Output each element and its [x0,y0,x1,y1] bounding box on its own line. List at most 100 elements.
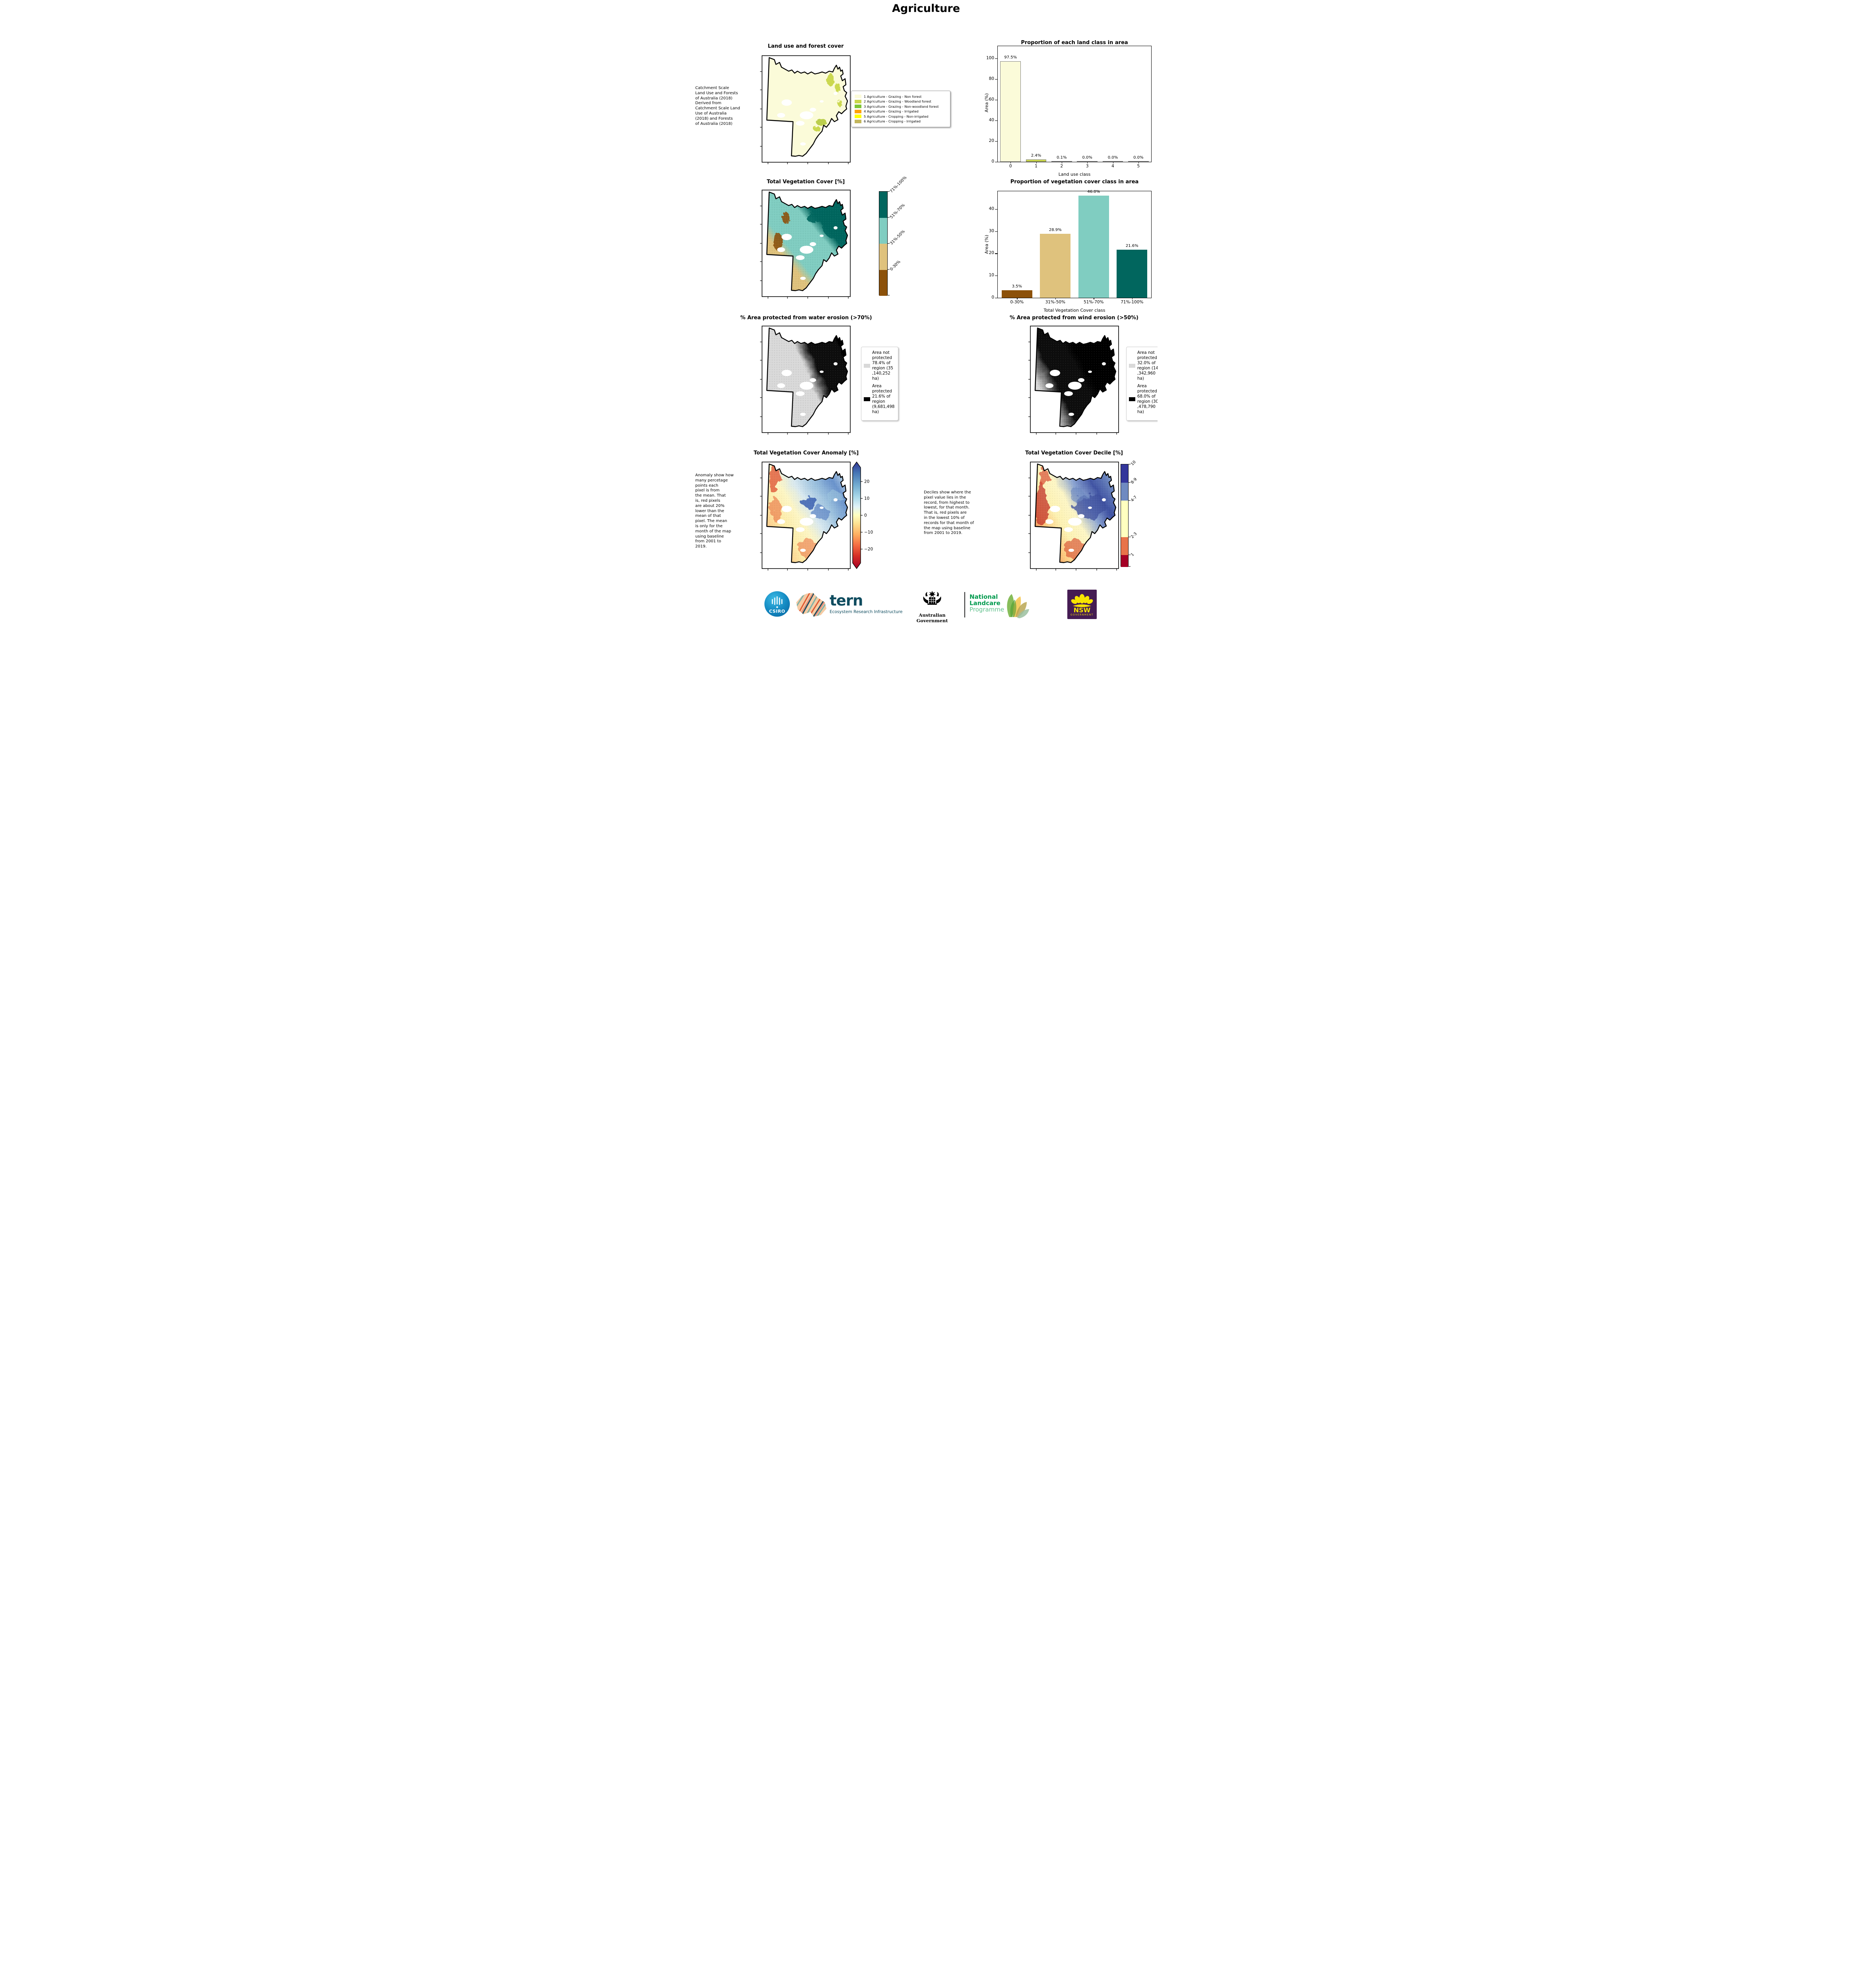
australian-government-crest-icon [923,591,941,605]
svg-text:−20: −20 [864,547,873,552]
vegcover-colorbar-seg [879,270,887,296]
bar [1000,61,1021,162]
bar-label: 21.6% [1125,244,1138,248]
wind-erosion-map [1028,326,1119,435]
legend-item: 3 Agriculture - Grazing - Non-woodland f… [855,105,947,109]
vegcover-cbar-label: 31%-50% [889,229,906,246]
legend-item: 2 Agriculture - Grazing - Woodland fores… [855,99,947,103]
class2-swatch [855,99,861,103]
xtick [1010,162,1011,163]
xtick-label: 0-30% [1010,300,1024,305]
ytick-label: 0 [991,295,994,300]
anomaly-map [760,462,851,571]
xtick [1055,298,1056,299]
vegcover-colorbar-seg [879,192,887,218]
legend-item: 1 Agriculture - Grazing - Non forest [855,95,947,99]
csiro-logo: CSIRO [764,591,790,617]
decile-cbar-label: 10 [1130,460,1137,467]
bar-label: 46.0% [1087,190,1100,194]
decile-cbar-seg [1121,537,1128,555]
decile-cbar-seg [1121,464,1128,483]
ytick-label: 60 [989,97,994,102]
bar [1051,161,1072,162]
xtick-label: 1 [1035,164,1038,169]
bar-label: 97.5% [1004,55,1017,60]
waratah-icon [1071,594,1093,607]
decile-cbar-label: 8-9 [1130,477,1138,485]
page-title: Agriculture [892,2,960,15]
legend-item: 5 Agriculture - Cropping - Non-irrigated [855,115,947,118]
decile-cbar-seg [1121,483,1128,501]
not-protected-swatch [1129,363,1135,368]
anomaly-colorbar: 20 10 0 −10 −20 [852,461,873,569]
logo-divider [964,592,965,617]
tern-logo: tern Ecosystem Research Infrastructure [830,592,903,615]
decile-caption: Deciles show where the pixel value lies … [924,490,974,536]
landuse-legend: 1 Agriculture - Grazing - Non forest 2 A… [851,91,950,127]
xtick-label: 3 [1086,164,1089,169]
legend-item: Area protected 68.0% of region (30 ,478,… [1129,384,1158,415]
bar-label: 0.0% [1082,155,1092,160]
anomaly-caption: Anomaly show how many percetage points e… [695,473,734,549]
landcare-leaves-icon [1007,594,1029,618]
legend-item: Area not protected 32.0% of region (14 ,… [1129,350,1158,381]
decile-cbar-label: 2-3 [1130,532,1138,540]
xtick-label: 31%-50% [1045,300,1066,305]
class4-swatch [855,109,861,113]
class3-swatch [855,105,861,108]
ytick-label: 30 [989,228,994,233]
vegcover-cbar-label: 0-30% [889,259,902,272]
vegcover-colorbar-seg [879,244,887,270]
bar [1102,161,1123,162]
decile-cbar-seg [1121,501,1128,537]
aboriginal-australia-art [796,593,826,617]
landuse-source-caption: Catchment Scale Land Use and Forests of … [695,86,740,126]
bar-label: 0.0% [1107,155,1118,160]
vegcover-colorbar-seg [879,217,887,244]
ytick-label: 0 [991,159,994,164]
ytick-label: 20 [989,138,994,143]
vegcover-cbar-label: 71%-100% [889,175,908,194]
ytick [995,79,997,80]
land-class-chart-ylabel: Area (%) [984,93,989,113]
xtick [1036,162,1037,163]
bar [1040,233,1071,298]
xtick-label: 71%-100% [1121,300,1144,305]
protected-swatch [1129,397,1135,401]
national-landcare-logo: National Landcare Programme [970,593,1005,613]
bar [1001,290,1032,298]
xtick-label: 4 [1111,164,1114,169]
wind-erosion-title: % Area protected from wind erosion (>50%… [1010,315,1138,321]
xtick [1138,162,1139,163]
xtick [1132,298,1133,299]
decile-map-title: Total Vegetation Cover Decile [%] [1025,450,1123,456]
bar [1078,196,1109,298]
legend-item: Area protected 21.6% of region (9,681,49… [864,384,896,415]
ytick-label: 100 [986,56,994,61]
bar [1128,161,1149,162]
ytick-label: 40 [989,118,994,123]
ytick [995,209,997,210]
bar-label: 3.5% [1012,284,1022,289]
ytick [995,120,997,121]
water-erosion-legend: Area not protected 78.4% of region (35 ,… [861,347,898,421]
decile-colorbar [1121,464,1129,567]
bar-label: 28.9% [1049,227,1062,232]
xtick-label: 2 [1060,164,1063,169]
bar-label: 0.1% [1057,155,1067,160]
decile-cbar-seg [1121,555,1128,567]
ytick [995,58,997,59]
vegclass-chart-xlabel: Total Vegetation Cover class [1043,308,1105,313]
vegcover-map [760,190,851,299]
class6-swatch [855,119,861,123]
bar [1077,161,1098,162]
csiro-droplet-icon [772,596,783,608]
land-class-chart-title: Proportion of each land class in area [1021,40,1128,46]
bar [1117,250,1148,298]
water-erosion-map [760,326,851,435]
xtick-label: 51%-70% [1084,300,1104,305]
landuse-map-title: Land use and forest cover [768,43,844,49]
legend-item: 6 Agriculture - Cropping - Irrigated [855,119,947,123]
vegcover-cbar-label: 51%-70% [889,203,906,220]
decile-map [1028,462,1119,571]
